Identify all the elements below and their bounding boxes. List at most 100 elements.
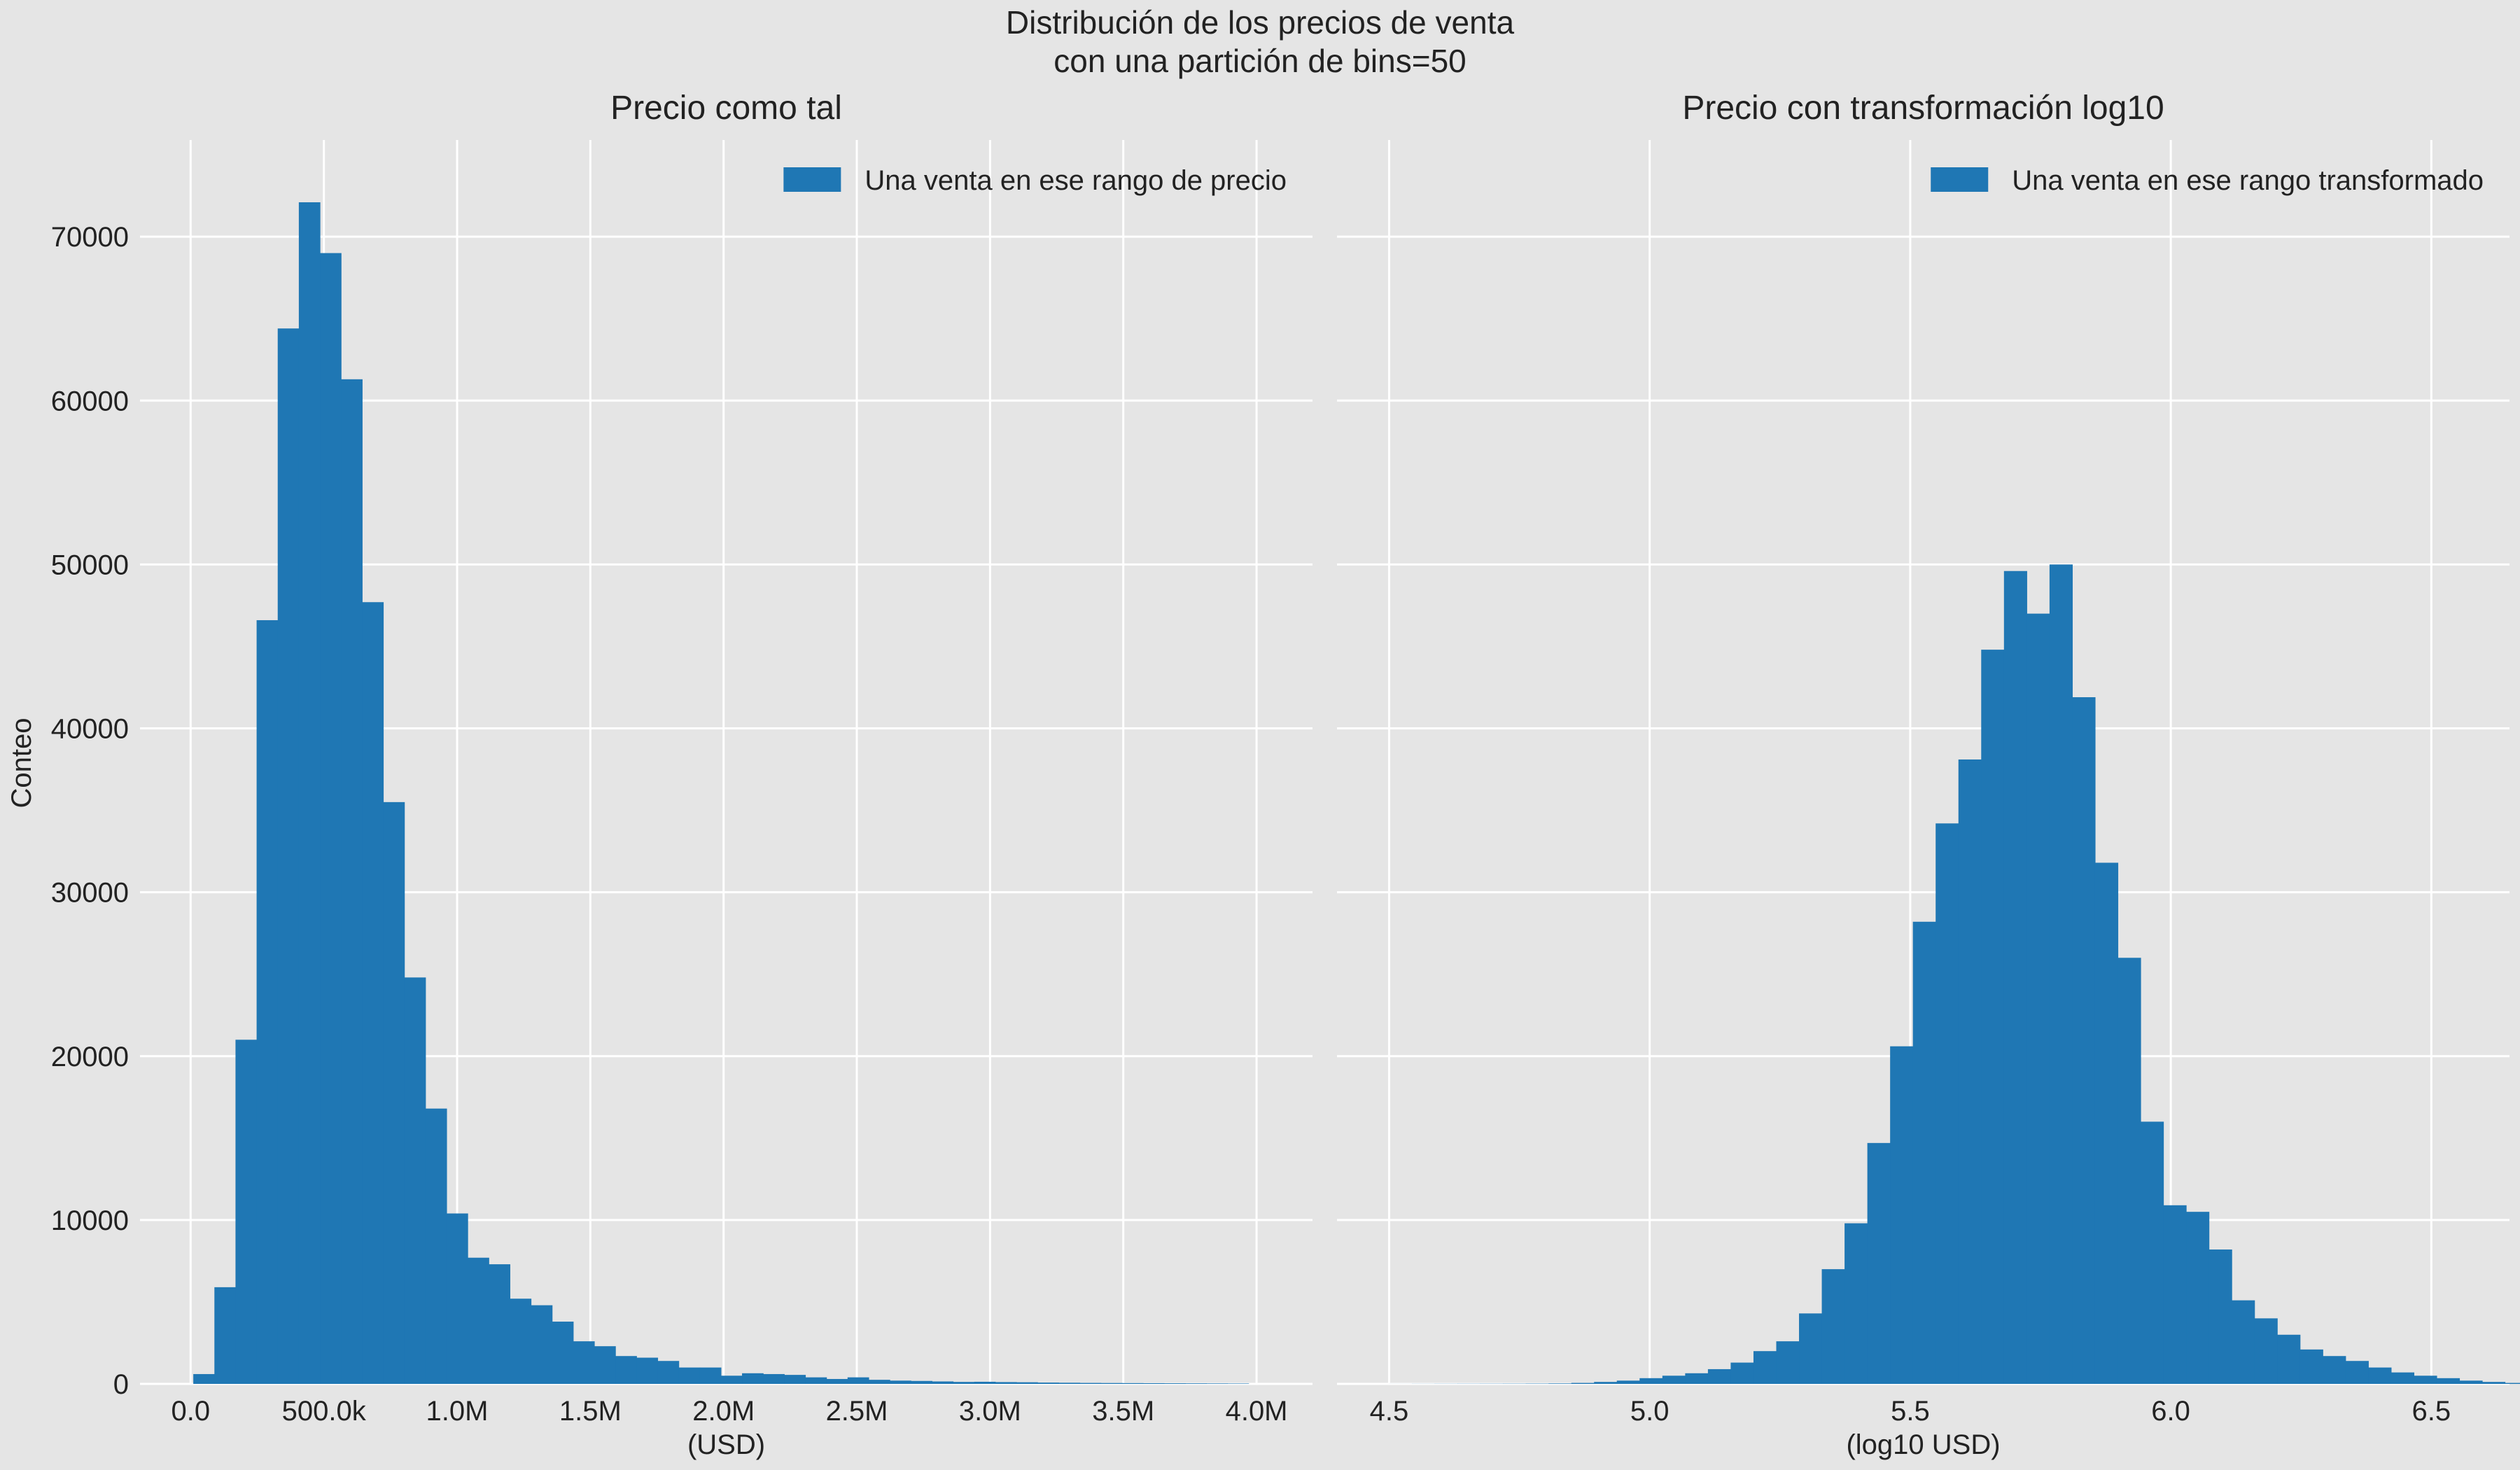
histogram-bar	[1776, 1341, 1800, 1384]
histogram-bar	[847, 1377, 869, 1384]
histogram-bar	[2482, 1382, 2506, 1384]
histogram-bar	[2208, 1250, 2232, 1384]
histogram-bar	[784, 1375, 806, 1384]
histogram-bar	[1958, 759, 1982, 1384]
histogram-bar	[468, 1257, 489, 1384]
histogram-bar	[1662, 1376, 1686, 1384]
histogram-bar	[1639, 1378, 1663, 1384]
x-tick-labels: 4.5 5.0 5.5 6.0 6.5	[1370, 1396, 2451, 1427]
x-tick-label: 4.5	[1370, 1396, 1409, 1427]
histogram-bar	[890, 1380, 911, 1384]
legend: Una venta en ese rango de precio	[783, 165, 1287, 196]
histogram-bar	[2414, 1376, 2437, 1384]
histogram-bar	[932, 1381, 954, 1384]
histogram-bar	[1164, 1383, 1186, 1384]
histogram-bar	[2094, 862, 2119, 1384]
histogram-bar	[995, 1382, 1017, 1384]
histogram-bar	[699, 1367, 722, 1384]
histogram-bar	[911, 1380, 932, 1384]
histogram-bar	[2505, 1382, 2520, 1384]
histogram-bar	[1912, 921, 1936, 1384]
histogram-bar	[1799, 1313, 1823, 1384]
histogram-bar	[594, 1346, 616, 1384]
histogram-bar	[2186, 1212, 2210, 1384]
x-tick-label: 1.5M	[559, 1396, 622, 1427]
y-tick-label: 60000	[51, 386, 129, 416]
histogram-bar	[2323, 1356, 2346, 1384]
histogram-bar	[298, 202, 321, 1385]
histogram-bar	[2300, 1349, 2323, 1384]
histogram-bar	[383, 802, 405, 1384]
legend-swatch	[1931, 167, 1989, 192]
histogram-bar	[256, 620, 279, 1384]
y-tick-label: 20000	[51, 1042, 129, 1072]
histogram-bar	[1016, 1382, 1038, 1384]
x-tick-label: 3.5M	[1092, 1396, 1154, 1427]
histogram-bar	[2026, 613, 2050, 1384]
histogram-bar	[953, 1382, 975, 1384]
histogram-bar	[1548, 1383, 1572, 1384]
histogram-bar	[446, 1213, 468, 1384]
x-tick-label: 5.0	[1630, 1396, 1670, 1427]
x-axis-label: (log10 USD)	[1846, 1429, 2000, 1460]
histogram-bar	[1707, 1368, 1732, 1384]
legend-label: Una venta en ese rango de precio	[864, 165, 1287, 196]
x-tick-labels: 0.0 500.0k 1.0M 1.5M 2.0M 2.5M 3.0M 3.5M 4.0M	[172, 1396, 1288, 1427]
histogram-bar	[1594, 1382, 1618, 1384]
histogram-bar	[826, 1378, 848, 1384]
histogram-bar	[320, 253, 342, 1385]
histogram-bar	[1616, 1380, 1640, 1384]
histogram-bar	[868, 1380, 890, 1384]
histogram-bar	[1981, 650, 2005, 1384]
histogram-bar	[1185, 1383, 1207, 1384]
histogram-bar	[1730, 1362, 1754, 1384]
y-tick-label: 30000	[51, 878, 129, 909]
x-tick-label: 2.0M	[692, 1396, 755, 1427]
histogram-bars	[193, 202, 1250, 1385]
histogram-bars	[1389, 564, 2520, 1384]
histogram-bar	[1935, 823, 1959, 1384]
histogram-bar	[341, 379, 363, 1384]
y-tick-labels: 0 10000 20000 30000 40000 50000 60000 70000	[51, 222, 129, 1400]
histogram-bar	[552, 1322, 574, 1384]
histogram-bar	[2277, 1334, 2301, 1384]
histogram-bar	[193, 1373, 215, 1384]
histogram-bar	[1142, 1382, 1165, 1384]
histogram-bar	[2459, 1380, 2483, 1384]
histogram-bar	[2345, 1361, 2369, 1384]
histogram-bar	[235, 1040, 258, 1384]
histogram-bar	[1227, 1383, 1250, 1384]
histogram-bar	[573, 1341, 595, 1384]
x-tick-label: 6.0	[2151, 1396, 2190, 1427]
x-axis-label: (USD)	[687, 1429, 765, 1460]
histogram-bar	[510, 1298, 532, 1384]
histogram-bar	[214, 1287, 237, 1384]
histogram-bar	[2072, 697, 2096, 1384]
histogram-bar	[1685, 1373, 1709, 1384]
histogram-bar	[362, 602, 384, 1384]
histogram-bar	[2368, 1367, 2392, 1384]
histogram-bar	[615, 1356, 637, 1384]
panel-title: Precio como tal	[610, 90, 842, 127]
histogram-bar	[1571, 1382, 1595, 1384]
histogram-bar	[277, 328, 300, 1384]
x-tick-label: 5.5	[1891, 1396, 1930, 1427]
histogram-bar	[531, 1305, 553, 1384]
histogram-bar	[1121, 1382, 1144, 1384]
legend-swatch	[783, 167, 841, 192]
histogram-bar	[742, 1373, 764, 1384]
histogram-bar	[763, 1373, 785, 1384]
histogram-bar	[1079, 1382, 1102, 1384]
histogram-bar	[2118, 958, 2141, 1384]
histogram-bar	[1206, 1383, 1228, 1384]
histogram-bar	[1037, 1382, 1059, 1384]
panel-title: Precio con transformación log10	[1682, 90, 2164, 127]
histogram-bar	[1100, 1382, 1123, 1384]
y-tick-label: 70000	[51, 222, 129, 253]
histogram-bar	[805, 1377, 827, 1384]
histogram-bar	[720, 1376, 743, 1384]
histogram-bar	[2232, 1300, 2255, 1384]
histogram-bar	[1867, 1142, 1891, 1384]
histogram-bar	[657, 1361, 680, 1384]
figure-title-line1: Distribución de los precios de venta	[1006, 4, 1515, 41]
